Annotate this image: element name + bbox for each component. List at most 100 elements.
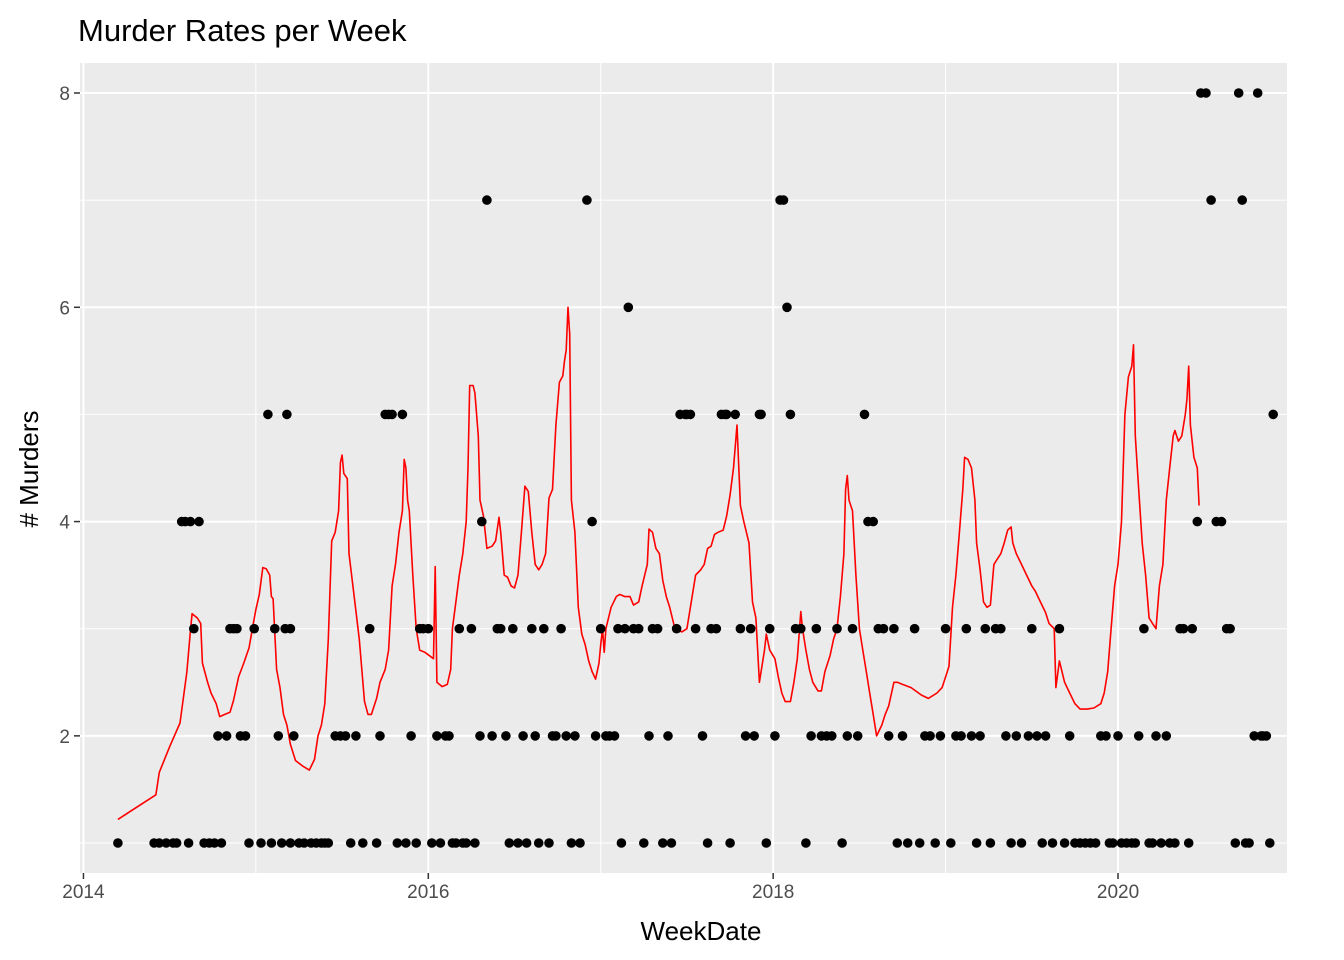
data-point	[183, 838, 194, 848]
x-tick-label: 2018	[752, 882, 794, 903]
data-point	[935, 731, 946, 741]
trend-line	[117, 306, 1200, 821]
data-point	[1027, 623, 1037, 634]
data-point	[154, 838, 165, 848]
data-point	[1237, 195, 1247, 205]
y-tick-label: 8	[59, 84, 70, 105]
data-point	[454, 623, 465, 634]
data-point	[770, 731, 780, 741]
data-point	[975, 731, 985, 741]
data-point	[340, 731, 351, 741]
data-point	[249, 623, 259, 634]
data-point	[740, 731, 751, 741]
data-point	[189, 623, 199, 634]
data-point	[256, 838, 266, 848]
data-point	[587, 516, 597, 527]
data-point	[570, 731, 580, 741]
data-point	[671, 623, 682, 634]
data-point	[658, 838, 668, 848]
points-layer	[113, 88, 1278, 848]
data-point	[240, 731, 251, 741]
data-point	[482, 195, 492, 205]
data-point	[652, 623, 663, 634]
data-point	[914, 838, 925, 848]
data-point	[113, 838, 123, 848]
data-point	[444, 731, 454, 741]
data-point	[1192, 516, 1203, 527]
y-tick-label: 6	[59, 298, 70, 319]
data-point	[171, 838, 182, 848]
data-point	[1156, 838, 1166, 848]
y-tick-label: 4	[59, 513, 70, 534]
data-point	[508, 623, 518, 634]
data-point	[345, 838, 356, 848]
data-point	[745, 623, 756, 634]
data-point	[432, 731, 442, 741]
x-tick-label: 2016	[407, 882, 449, 903]
data-point	[1161, 731, 1172, 741]
data-point	[566, 838, 577, 848]
data-point	[971, 838, 982, 848]
data-point	[470, 838, 480, 848]
data-point	[530, 731, 540, 741]
data-point	[966, 731, 977, 741]
data-point	[832, 623, 842, 634]
data-point	[930, 838, 940, 848]
data-point	[782, 302, 792, 313]
data-point	[806, 731, 816, 741]
data-point	[1151, 731, 1161, 741]
x-tick-label: 2014	[62, 882, 105, 903]
data-point	[387, 409, 397, 420]
data-point	[575, 838, 585, 848]
data-point	[276, 838, 287, 848]
plot-panel	[80, 63, 1287, 873]
data-point	[925, 731, 935, 741]
data-point	[1054, 623, 1065, 634]
data-point	[1016, 838, 1027, 848]
data-point	[897, 731, 908, 741]
data-point	[323, 838, 334, 848]
data-point	[1040, 731, 1051, 741]
data-point	[827, 731, 837, 741]
data-point	[401, 838, 411, 848]
x-axis-title: WeekDate	[641, 916, 762, 946]
data-point	[1001, 731, 1011, 741]
data-point	[263, 409, 273, 420]
data-point	[811, 623, 822, 634]
data-point	[273, 731, 284, 741]
data-point	[609, 731, 620, 741]
data-point	[544, 838, 554, 848]
data-point	[451, 838, 461, 848]
data-point	[518, 731, 528, 741]
data-point	[1133, 731, 1144, 741]
data-point	[232, 623, 242, 634]
data-point	[427, 838, 437, 848]
y-axis-title: # Murders	[14, 410, 44, 527]
data-point	[435, 838, 446, 848]
data-point	[909, 623, 920, 634]
data-point	[764, 623, 775, 634]
data-point	[852, 731, 863, 741]
data-point	[556, 623, 566, 634]
data-point	[644, 731, 654, 741]
data-point	[1113, 731, 1123, 741]
data-point	[785, 409, 796, 420]
data-point	[761, 838, 772, 848]
data-point	[902, 838, 913, 848]
data-point	[711, 623, 722, 634]
x-axis: 2014 2016 2018 2020	[62, 873, 1139, 903]
data-point	[392, 838, 403, 848]
chart-title: Murder Rates per Week	[78, 13, 407, 48]
data-point	[461, 838, 472, 848]
data-point	[1216, 516, 1227, 527]
data-point	[1147, 838, 1158, 848]
data-point	[837, 838, 847, 848]
data-point	[702, 838, 713, 848]
data-point	[1265, 838, 1275, 848]
data-point	[889, 623, 899, 634]
data-point	[539, 623, 549, 634]
data-point	[663, 731, 673, 741]
data-point	[1268, 409, 1278, 420]
data-point	[721, 409, 732, 420]
